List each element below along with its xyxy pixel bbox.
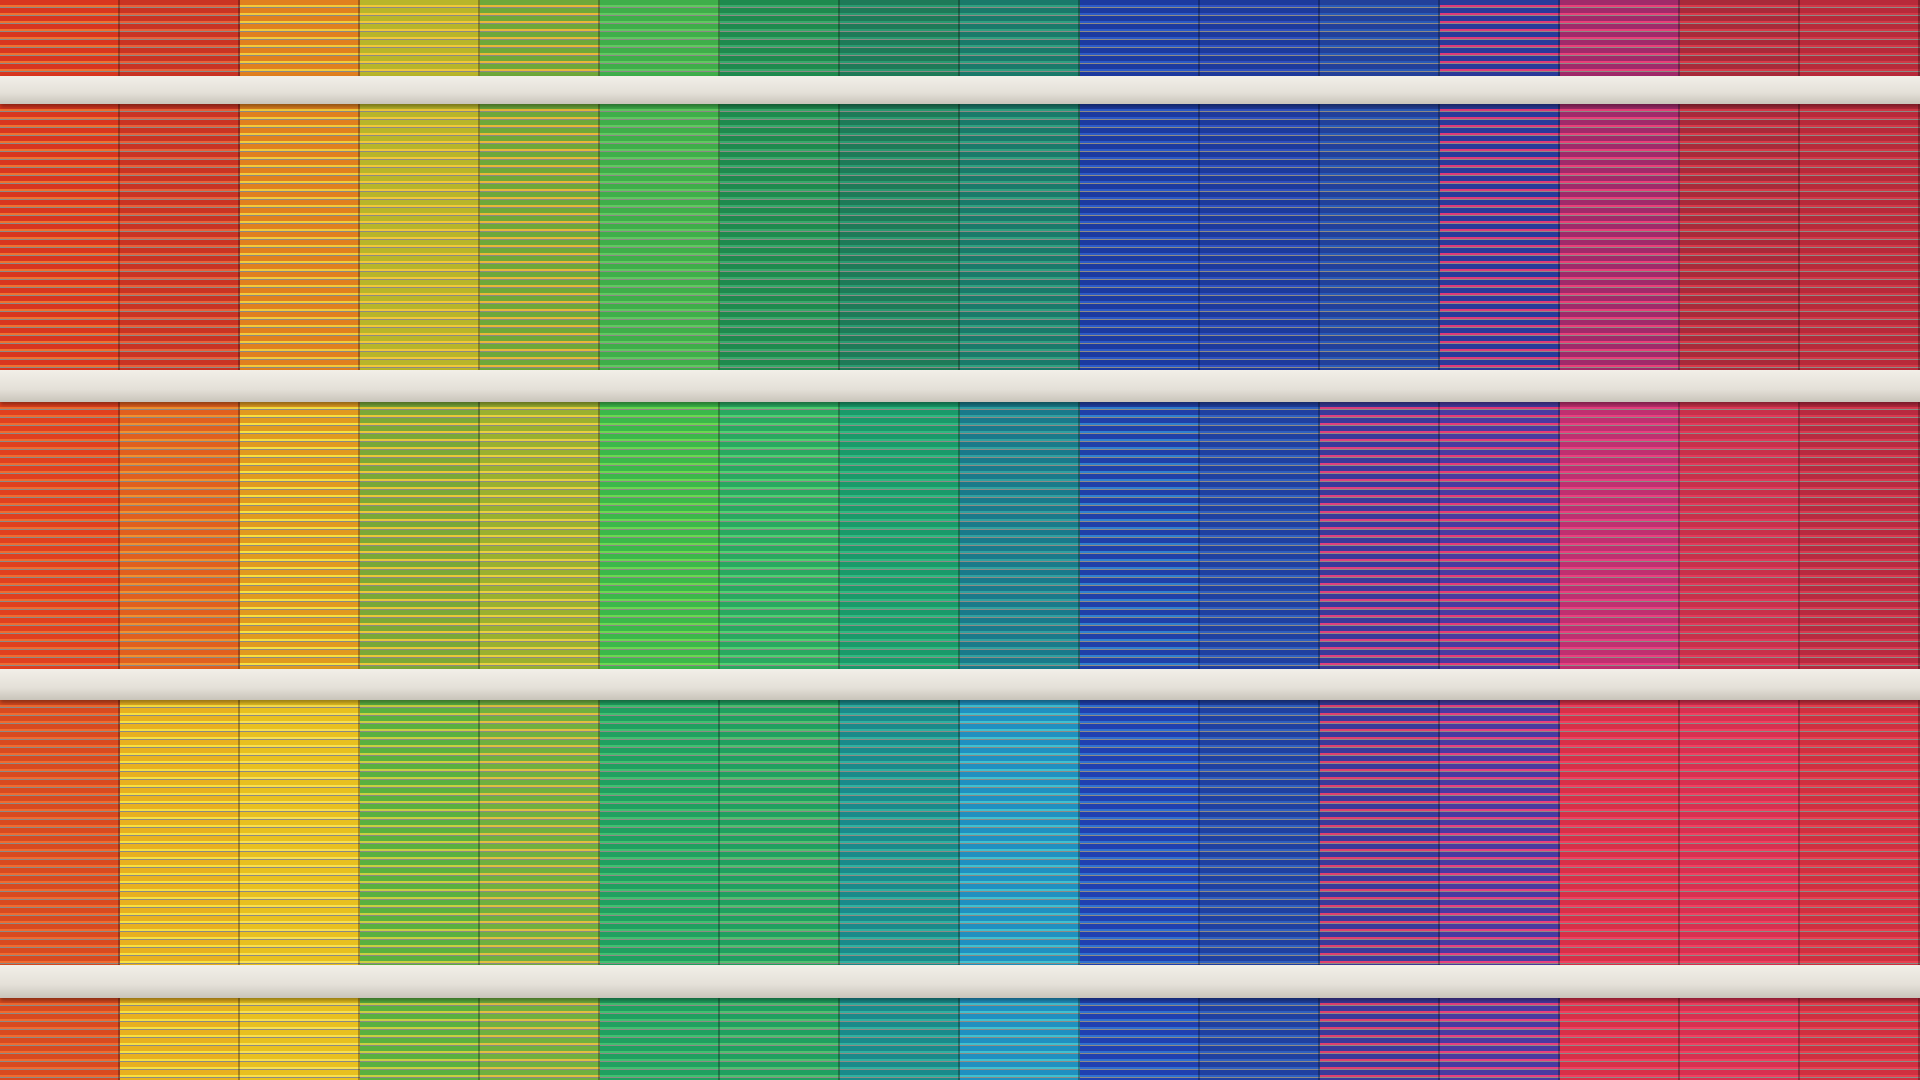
blind-panel — [1320, 700, 1440, 965]
blind-panel — [480, 0, 600, 76]
blind-panel — [1440, 700, 1560, 965]
blind-panel — [720, 0, 840, 76]
blind-panel — [600, 700, 720, 965]
blind-panel — [360, 402, 480, 669]
blind-panel — [480, 104, 600, 370]
blind-panel — [360, 700, 480, 965]
blind-panel — [1080, 998, 1200, 1080]
blind-panel — [840, 998, 960, 1080]
blind-panel — [1560, 998, 1680, 1080]
blind-panel — [840, 700, 960, 965]
blind-panel — [720, 700, 840, 965]
blind-panel — [960, 998, 1080, 1080]
window-row — [0, 104, 1920, 370]
blind-panel — [1680, 0, 1800, 76]
blind-panel — [1680, 998, 1800, 1080]
blind-panel — [1560, 104, 1680, 370]
blind-panel — [120, 0, 240, 76]
blind-panel — [1320, 402, 1440, 669]
blind-panel — [1080, 104, 1200, 370]
blind-panel — [120, 402, 240, 669]
window-row — [0, 998, 1920, 1080]
blind-panel — [0, 104, 120, 370]
window-row — [0, 700, 1920, 965]
blind-panel — [360, 104, 480, 370]
blind-panel — [120, 700, 240, 965]
blind-panel — [240, 402, 360, 669]
blind-panel — [1560, 402, 1680, 669]
floor-slab — [0, 965, 1920, 998]
blind-panel — [600, 0, 720, 76]
blind-panel — [480, 998, 600, 1080]
window-row — [0, 0, 1920, 76]
blind-panel — [1440, 998, 1560, 1080]
blind-panel — [1800, 104, 1920, 370]
blind-panel — [1800, 0, 1920, 76]
blind-panel — [960, 402, 1080, 669]
blind-panel — [1320, 0, 1440, 76]
blind-panel — [0, 402, 120, 669]
blind-panel — [1440, 402, 1560, 669]
blind-panel — [1200, 998, 1320, 1080]
blind-panel — [1080, 700, 1200, 965]
blind-panel — [0, 998, 120, 1080]
blind-panel — [1560, 0, 1680, 76]
blind-panel — [360, 0, 480, 76]
blind-panel — [1200, 104, 1320, 370]
blind-panel — [1800, 998, 1920, 1080]
blind-panel — [1560, 700, 1680, 965]
blind-panel — [720, 402, 840, 669]
blind-panel — [120, 998, 240, 1080]
blind-panel — [600, 402, 720, 669]
blind-panel — [1800, 700, 1920, 965]
blind-panel — [960, 700, 1080, 965]
blind-panel — [240, 998, 360, 1080]
blind-panel — [960, 0, 1080, 76]
blind-panel — [840, 402, 960, 669]
blind-panel — [1320, 998, 1440, 1080]
blind-panel — [960, 104, 1080, 370]
blind-panel — [0, 0, 120, 76]
blind-panel — [240, 700, 360, 965]
blind-panel — [840, 104, 960, 370]
blind-panel — [840, 0, 960, 76]
blind-panel — [1680, 700, 1800, 965]
floor-slab — [0, 370, 1920, 402]
blind-panel — [1200, 0, 1320, 76]
blind-panel — [360, 998, 480, 1080]
blind-panel — [0, 700, 120, 965]
blind-panel — [480, 402, 600, 669]
blind-panel — [1080, 402, 1200, 669]
blind-panel — [600, 998, 720, 1080]
floor-slab — [0, 76, 1920, 104]
blind-panel — [1440, 104, 1560, 370]
blind-panel — [1320, 104, 1440, 370]
blind-panel — [240, 0, 360, 76]
blind-panel — [720, 104, 840, 370]
blind-panel — [720, 998, 840, 1080]
blind-panel — [120, 104, 240, 370]
blind-panel — [1080, 0, 1200, 76]
blind-panel — [1800, 402, 1920, 669]
blind-panel — [240, 104, 360, 370]
blind-panel — [1680, 402, 1800, 669]
floor-slab — [0, 669, 1920, 700]
window-row — [0, 402, 1920, 669]
blind-panel — [1680, 104, 1800, 370]
blind-panel — [600, 104, 720, 370]
blind-panel — [1200, 700, 1320, 965]
blind-panel — [1200, 402, 1320, 669]
blind-panel — [1440, 0, 1560, 76]
blind-panel — [480, 700, 600, 965]
